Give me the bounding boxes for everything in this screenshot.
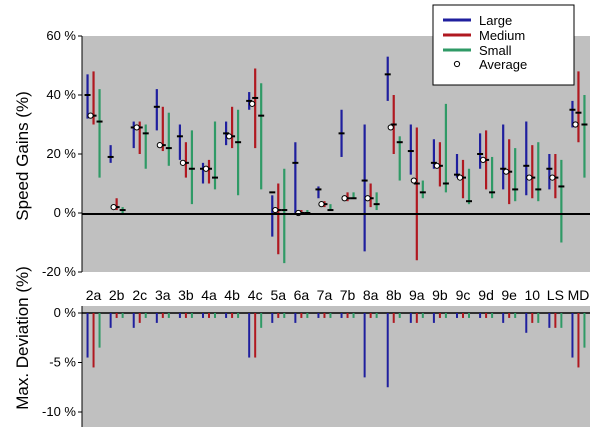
category-label: 4c bbox=[248, 287, 263, 303]
category-label: 2b bbox=[109, 287, 125, 303]
category-label: 3a bbox=[155, 287, 171, 303]
average-point bbox=[387, 124, 394, 131]
average-point bbox=[410, 177, 417, 184]
average-point bbox=[503, 168, 510, 175]
category-label: 9c bbox=[456, 287, 471, 303]
category-labels: 2a 2b 2c 3a 3b 4a 4b 4c 5a 6a 7a 7b 8a 8b 9a 9b 9c 9d 9e 10… bbox=[86, 287, 590, 303]
category-label: 2a bbox=[86, 287, 102, 303]
category-label: MD bbox=[568, 287, 590, 303]
bottom-plot-area bbox=[82, 306, 590, 427]
category-label: 9a bbox=[409, 287, 425, 303]
legend-label-small: Small bbox=[479, 43, 512, 58]
average-point bbox=[526, 174, 533, 181]
average-point bbox=[156, 142, 163, 149]
top-y-axis-label: Speed Gains (%) bbox=[13, 91, 32, 220]
average-point bbox=[318, 201, 325, 208]
bottom-series-layer bbox=[86, 313, 586, 388]
category-label: 8b bbox=[386, 287, 402, 303]
bottom-y-tick-label: -10 % bbox=[42, 404, 76, 419]
category-label: 4a bbox=[201, 287, 217, 303]
category-label: 6a bbox=[294, 287, 310, 303]
average-point bbox=[110, 204, 117, 211]
bottom-y-tick-label: 0 % bbox=[54, 305, 77, 320]
average-point bbox=[456, 174, 464, 181]
category-label: 7a bbox=[317, 287, 333, 303]
average-point bbox=[249, 100, 256, 107]
average-point bbox=[179, 159, 187, 166]
category-label: 5a bbox=[270, 287, 286, 303]
top-y-tick-label: 20 % bbox=[46, 146, 76, 161]
legend-box bbox=[432, 4, 575, 86]
bottom-y-axis-label: Max. Deviation (%) bbox=[13, 266, 32, 410]
category-label: 3b bbox=[178, 287, 194, 303]
legend-label-large: Large bbox=[479, 13, 512, 28]
average-point bbox=[225, 133, 233, 140]
average-point bbox=[433, 162, 441, 169]
legend-label-average: Average bbox=[479, 57, 527, 72]
bottom-y-axis: 0 % -5 % -10 % bbox=[42, 305, 83, 427]
legend-average-marker bbox=[453, 60, 461, 68]
category-label: 4b bbox=[224, 287, 240, 303]
average-point bbox=[364, 195, 371, 202]
average-point bbox=[202, 165, 210, 172]
category-label: LS bbox=[547, 287, 564, 303]
top-y-tick-label: -20 % bbox=[42, 264, 76, 279]
category-label: 9d bbox=[478, 287, 494, 303]
average-point bbox=[133, 124, 140, 131]
top-y-tick-label: 60 % bbox=[46, 28, 76, 43]
bottom-y-tick-label: -5 % bbox=[49, 355, 76, 370]
average-point bbox=[549, 174, 556, 181]
average-point bbox=[87, 112, 94, 119]
average-point bbox=[572, 121, 579, 128]
top-y-tick-label: 40 % bbox=[46, 87, 76, 102]
top-series-layer bbox=[84, 56, 588, 264]
average-point bbox=[479, 156, 487, 163]
category-label: 9e bbox=[501, 287, 517, 303]
average-point bbox=[272, 206, 279, 214]
category-label: 2c bbox=[132, 287, 147, 303]
average-point bbox=[341, 195, 348, 202]
top-y-axis: 60 % 40 % 20 % 0 % -20 % bbox=[42, 28, 83, 279]
category-label: 10 bbox=[524, 287, 540, 303]
category-label: 9b bbox=[432, 287, 448, 303]
category-label: 7b bbox=[340, 287, 356, 303]
top-y-tick-label: 0 % bbox=[54, 205, 77, 220]
legend-label-medium: Medium bbox=[479, 28, 525, 43]
category-label: 8a bbox=[363, 287, 379, 303]
